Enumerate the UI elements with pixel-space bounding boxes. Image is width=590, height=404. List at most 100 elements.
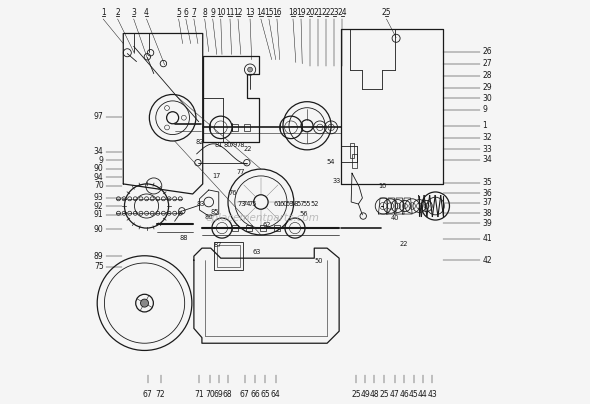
Text: 40: 40 — [390, 215, 399, 221]
Text: 97: 97 — [94, 112, 104, 122]
Text: 57: 57 — [296, 201, 305, 206]
Text: 52: 52 — [310, 201, 319, 206]
Text: 17: 17 — [212, 173, 221, 179]
Bar — [232, 124, 238, 130]
Text: 70: 70 — [205, 390, 215, 399]
Bar — [352, 154, 357, 168]
Text: 75: 75 — [248, 202, 257, 207]
Text: 30: 30 — [483, 94, 492, 103]
Text: 10: 10 — [216, 8, 225, 17]
Circle shape — [140, 299, 149, 307]
Text: 25: 25 — [351, 390, 361, 399]
Bar — [232, 225, 238, 231]
Text: 69: 69 — [214, 390, 224, 399]
Text: 76: 76 — [228, 190, 237, 196]
Text: 54: 54 — [326, 159, 335, 165]
Text: 33: 33 — [333, 178, 341, 184]
Text: 43: 43 — [427, 390, 437, 399]
Text: 60: 60 — [280, 201, 288, 206]
Text: 19: 19 — [296, 8, 306, 17]
Text: 20: 20 — [306, 8, 315, 17]
Text: 59: 59 — [285, 201, 294, 206]
Text: 65: 65 — [260, 390, 270, 399]
Text: 70: 70 — [94, 181, 104, 190]
Text: 33: 33 — [483, 145, 492, 154]
Text: 37: 37 — [483, 198, 492, 207]
Bar — [274, 225, 280, 231]
Text: 25: 25 — [382, 8, 391, 17]
Text: 14: 14 — [256, 8, 266, 17]
Bar — [260, 225, 266, 231]
Text: 3: 3 — [131, 8, 136, 17]
Text: 75: 75 — [94, 263, 104, 271]
Text: 16: 16 — [272, 8, 282, 17]
Text: 28: 28 — [483, 71, 492, 80]
Text: 9: 9 — [99, 156, 104, 165]
Text: 35: 35 — [483, 178, 492, 187]
Text: 71: 71 — [194, 390, 204, 399]
Text: 1: 1 — [483, 121, 487, 130]
Text: 68: 68 — [223, 390, 232, 399]
Text: 2: 2 — [115, 8, 120, 17]
Text: 8: 8 — [202, 8, 207, 17]
Text: 12: 12 — [233, 8, 242, 17]
Text: 90: 90 — [94, 225, 104, 234]
Text: 64: 64 — [271, 390, 281, 399]
Text: 90: 90 — [94, 164, 104, 173]
Circle shape — [248, 67, 253, 72]
Text: 36: 36 — [483, 189, 492, 198]
Text: 47: 47 — [389, 390, 399, 399]
Text: 86: 86 — [205, 214, 213, 220]
Text: 50: 50 — [314, 259, 323, 264]
Text: 38: 38 — [483, 209, 492, 218]
Text: 6: 6 — [183, 8, 188, 17]
Text: 62: 62 — [263, 222, 271, 228]
Text: 78: 78 — [236, 142, 245, 147]
Text: 29: 29 — [483, 83, 492, 92]
Bar — [245, 225, 252, 231]
Bar — [244, 124, 250, 130]
Text: 93: 93 — [94, 194, 104, 202]
Text: 73: 73 — [237, 202, 245, 207]
Text: 32: 32 — [483, 133, 492, 142]
Bar — [217, 245, 240, 267]
Text: eplacementparts.com: eplacementparts.com — [206, 213, 320, 223]
Text: 56: 56 — [300, 211, 308, 217]
Bar — [349, 143, 355, 158]
Text: 42: 42 — [483, 256, 492, 265]
Text: 1: 1 — [101, 8, 106, 17]
Text: 55: 55 — [303, 201, 312, 206]
Text: 89: 89 — [94, 252, 104, 261]
Text: 92: 92 — [94, 202, 104, 211]
Text: 9: 9 — [483, 105, 487, 114]
Text: 41: 41 — [483, 234, 492, 244]
Text: 24: 24 — [337, 8, 347, 17]
Text: 77: 77 — [237, 168, 245, 175]
Text: 25: 25 — [379, 390, 389, 399]
Text: 34: 34 — [483, 156, 492, 164]
Text: 22: 22 — [322, 8, 331, 17]
Text: 58: 58 — [291, 201, 299, 206]
Text: 26: 26 — [483, 47, 492, 56]
Text: 9: 9 — [210, 8, 215, 17]
Text: 67: 67 — [143, 390, 153, 399]
Text: 85: 85 — [211, 209, 219, 215]
Text: 63: 63 — [253, 249, 261, 255]
Text: 46: 46 — [399, 390, 409, 399]
Text: 81: 81 — [215, 142, 223, 147]
Text: 7: 7 — [191, 8, 196, 17]
Text: 5: 5 — [176, 8, 181, 17]
Text: 10: 10 — [378, 183, 386, 189]
Text: 72: 72 — [156, 390, 165, 399]
Text: 39: 39 — [483, 219, 492, 228]
Text: 11: 11 — [225, 8, 235, 17]
Text: 83: 83 — [196, 201, 205, 207]
Text: 44: 44 — [418, 390, 428, 399]
Text: 34: 34 — [94, 147, 104, 156]
Text: 67: 67 — [240, 390, 250, 399]
Text: 22: 22 — [244, 146, 252, 152]
Text: 18: 18 — [289, 8, 298, 17]
Text: 4: 4 — [144, 8, 149, 17]
Text: 22: 22 — [400, 241, 408, 247]
Text: 21: 21 — [313, 8, 323, 17]
